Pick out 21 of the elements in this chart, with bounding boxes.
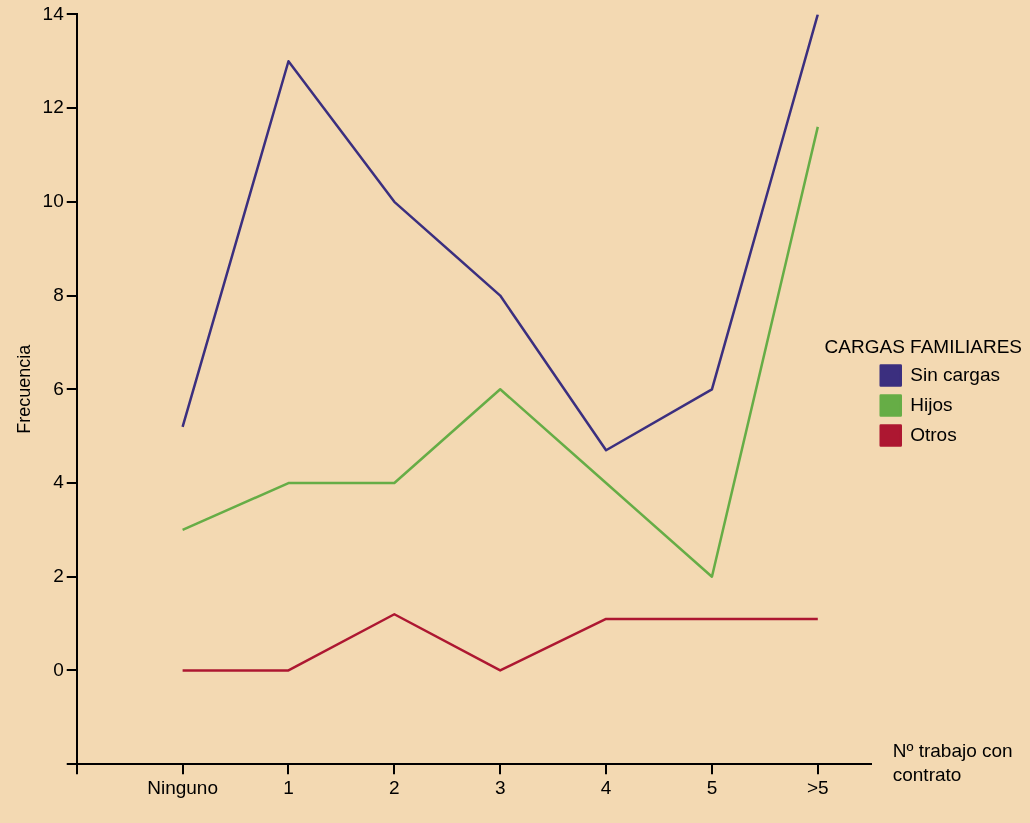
y-tick-label: 0 [53,658,64,680]
x-axis-title: Nº trabajo con contrato [892,739,1013,785]
legend-label: Otros [910,423,957,445]
x-tick-label: 3 [494,776,506,798]
y-tick-label: 14 [42,2,65,24]
x-tick-label: 1 [283,776,294,798]
y-axis-title: Frecuencia [13,343,34,434]
x-tick-label: >5 [806,776,829,798]
y-tick-label: 6 [53,377,64,399]
x-tick-label: 5 [706,776,718,798]
y-tick-label: 12 [42,96,64,118]
x-tick-label: 4 [600,776,612,798]
x-tick-label: 2 [389,776,400,798]
x-tick-label: Ninguno [147,776,218,798]
legend-label: Hijos [910,393,953,415]
legend-title: CARGAS FAMILIARES [824,336,1023,358]
legend-label: Sin cargas [910,363,1001,385]
y-tick-label: 10 [42,190,64,212]
y-tick-label: 2 [53,564,64,586]
y-tick-label: 8 [53,283,64,305]
y-tick-label: 4 [53,471,65,493]
